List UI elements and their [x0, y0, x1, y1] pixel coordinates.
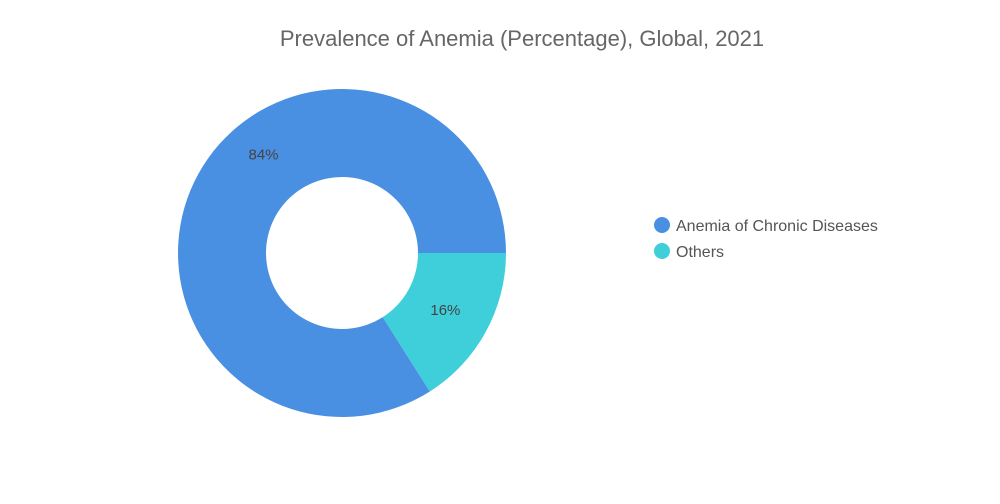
legend-label: Anemia of Chronic Diseases	[676, 218, 878, 235]
legend-swatch	[654, 243, 670, 259]
donut-slices	[177, 89, 507, 418]
slice-labels: 84% 16%	[249, 146, 461, 318]
slice-label: 84%	[249, 146, 279, 163]
legend-swatch	[654, 217, 670, 233]
slice-others	[382, 253, 506, 392]
legend-item: Anemia of Chronic Diseases	[654, 217, 878, 235]
legend: Anemia of Chronic Diseases Others	[654, 217, 878, 261]
slice-label: 16%	[430, 302, 460, 319]
slice-anemia-of-chronic-diseases	[177, 89, 507, 418]
legend-item: Others	[654, 243, 724, 261]
chart-title: Prevalence of Anemia (Percentage), Globa…	[280, 26, 764, 51]
legend-label: Others	[676, 244, 724, 261]
